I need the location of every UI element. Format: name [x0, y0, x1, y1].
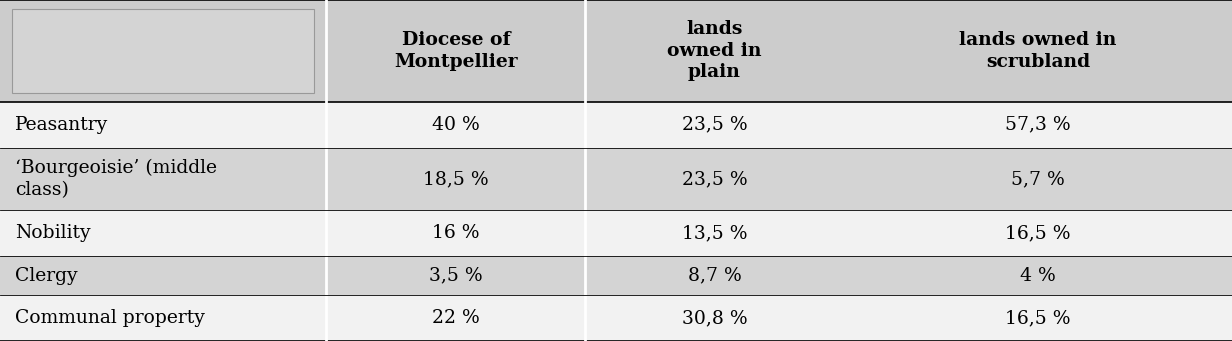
- Text: 22 %: 22 %: [432, 309, 479, 327]
- Text: 8,7 %: 8,7 %: [687, 267, 742, 285]
- Text: 16 %: 16 %: [432, 224, 479, 242]
- Bar: [585, 256, 844, 295]
- Text: lands owned in
scrubland: lands owned in scrubland: [960, 31, 1116, 71]
- Bar: [326, 210, 585, 256]
- Bar: [585, 102, 844, 148]
- Text: 30,8 %: 30,8 %: [681, 309, 748, 327]
- Text: 16,5 %: 16,5 %: [1005, 224, 1071, 242]
- Bar: [585, 210, 844, 256]
- Bar: [0, 102, 326, 148]
- Bar: [326, 295, 585, 341]
- Bar: [0, 0, 326, 102]
- Bar: [12, 9, 314, 93]
- Text: 40 %: 40 %: [432, 116, 479, 134]
- Bar: [326, 102, 585, 148]
- Bar: [844, 295, 1232, 341]
- Bar: [326, 256, 585, 295]
- Text: 4 %: 4 %: [1020, 267, 1056, 285]
- Bar: [0, 148, 326, 210]
- Bar: [844, 256, 1232, 295]
- Bar: [844, 210, 1232, 256]
- Bar: [326, 0, 585, 102]
- Text: 3,5 %: 3,5 %: [429, 267, 483, 285]
- Text: Peasantry: Peasantry: [15, 116, 108, 134]
- Bar: [585, 148, 844, 210]
- Text: Clergy: Clergy: [15, 267, 78, 285]
- Bar: [0, 295, 326, 341]
- Text: 23,5 %: 23,5 %: [681, 170, 748, 188]
- Bar: [326, 148, 585, 210]
- Text: 13,5 %: 13,5 %: [681, 224, 748, 242]
- Text: ‘Bourgeoisie’ (middle
class): ‘Bourgeoisie’ (middle class): [15, 159, 217, 199]
- Text: Diocese of
Montpellier: Diocese of Montpellier: [394, 31, 517, 71]
- Text: 57,3 %: 57,3 %: [1005, 116, 1071, 134]
- Text: 5,7 %: 5,7 %: [1011, 170, 1064, 188]
- Bar: [585, 0, 844, 102]
- Text: Nobility: Nobility: [15, 224, 90, 242]
- Bar: [0, 210, 326, 256]
- Text: 16,5 %: 16,5 %: [1005, 309, 1071, 327]
- Text: Communal property: Communal property: [15, 309, 205, 327]
- Bar: [0, 256, 326, 295]
- Bar: [844, 0, 1232, 102]
- Bar: [844, 148, 1232, 210]
- Text: 23,5 %: 23,5 %: [681, 116, 748, 134]
- Bar: [585, 295, 844, 341]
- Text: 18,5 %: 18,5 %: [423, 170, 489, 188]
- Bar: [844, 102, 1232, 148]
- Text: lands
owned in
plain: lands owned in plain: [668, 20, 761, 81]
